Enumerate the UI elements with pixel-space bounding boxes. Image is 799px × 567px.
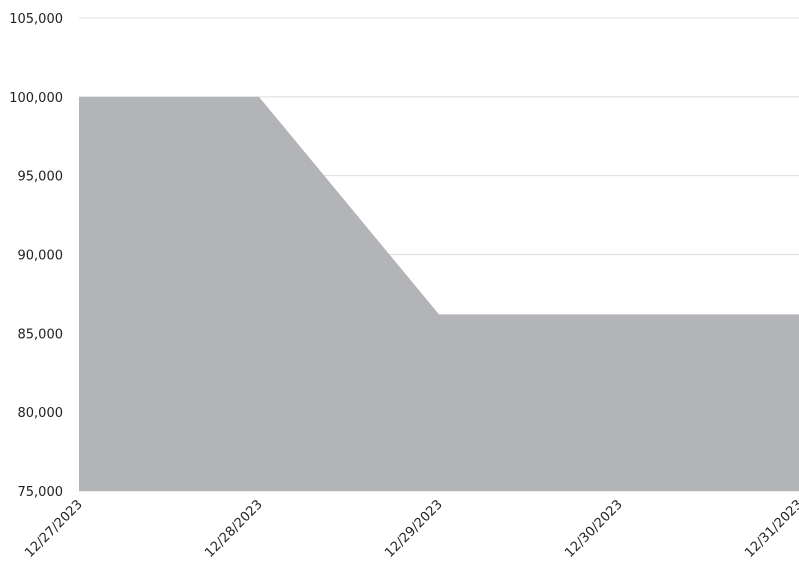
area-series: [79, 96, 799, 491]
y-tick-label: 105,000: [9, 12, 63, 27]
y-tick-label: 80,000: [18, 406, 64, 421]
x-axis-tick-labels: 12/27/2023 12/28/2023 12/29/2023 12/30/2023…: [22, 497, 799, 561]
y-tick-label: 85,000: [18, 327, 64, 342]
x-tick-label: 12/27/2023: [22, 497, 86, 561]
y-axis-tick-labels: 75,000 80,000 85,000 90,000 95,000 100,000 105…: [9, 12, 63, 500]
y-tick-label: 95,000: [18, 170, 64, 185]
y-tick-label: 100,000: [9, 91, 63, 106]
x-tick-label: 12/31/2023: [742, 497, 799, 561]
area-fill-series-0: [79, 96, 799, 491]
y-tick-label: 90,000: [18, 249, 64, 264]
x-tick-label: 12/28/2023: [202, 497, 266, 561]
y-tick-label: 75,000: [18, 485, 64, 500]
x-tick-label: 12/30/2023: [562, 497, 626, 561]
x-tick-label: 12/29/2023: [382, 497, 446, 561]
